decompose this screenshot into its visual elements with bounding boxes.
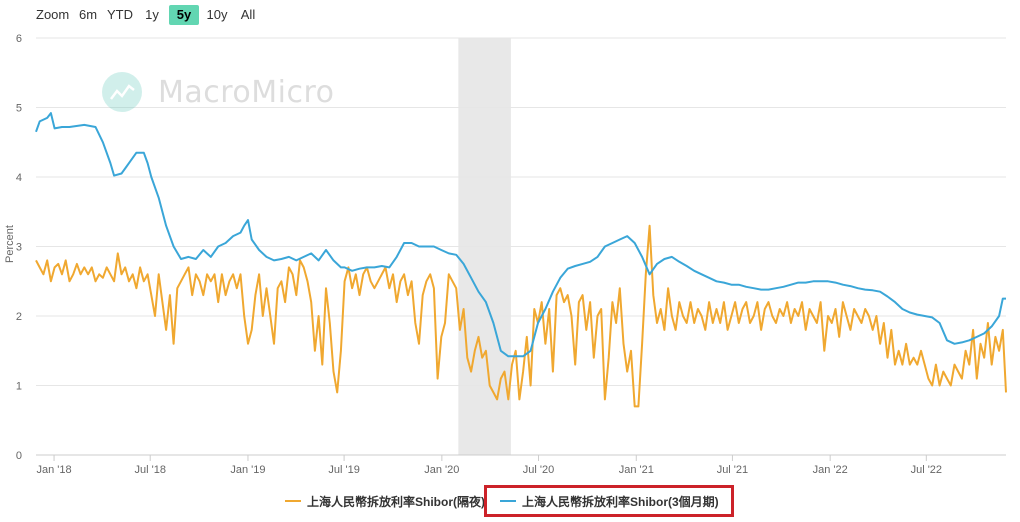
legend-highlight-box	[484, 485, 734, 517]
x-tick-label-4: Jan '20	[424, 464, 459, 476]
legend-item-overnight[interactable]: 上海人民幣拆放利率Shibor(隔夜)	[285, 491, 485, 511]
legend-item-3month[interactable]: 上海人民幣拆放利率Shibor(3個月期)	[500, 491, 719, 511]
x-tick-label-7: Jul '21	[717, 464, 748, 476]
zoom-ytd-button[interactable]: YTD	[107, 7, 133, 22]
legend-label-3month: 上海人民幣拆放利率Shibor(3個月期)	[522, 494, 719, 509]
series-line-3month	[35, 112, 1006, 358]
legend-swatch-3month	[500, 500, 516, 502]
x-tick-label-0: Jan '18	[36, 464, 71, 476]
zoom-label: Zoom	[36, 7, 70, 22]
watermark: MacroMicro	[102, 70, 335, 114]
y-tick-label-2: 2	[16, 311, 22, 323]
x-tick-label-3: Jul '19	[328, 464, 359, 476]
watermark-text: MacroMicro	[158, 74, 335, 110]
macromicro-logo-icon	[102, 72, 142, 112]
y-tick-label-6: 6	[16, 33, 22, 45]
y-tick-label-1: 1	[16, 381, 22, 393]
y-tick-label-0: 0	[16, 450, 22, 462]
y-tick-label-3: 3	[16, 242, 22, 254]
zoom-5y-button[interactable]: 5y	[169, 5, 199, 25]
x-tick-label-8: Jan '22	[813, 464, 848, 476]
y-tick-label-4: 4	[16, 172, 22, 184]
x-tick-label-5: Jul '20	[523, 464, 554, 476]
zoom-1y-button[interactable]: 1y	[145, 7, 159, 22]
zoom-10y-button[interactable]: 10y	[206, 7, 228, 22]
x-tick-label-2: Jan '19	[230, 464, 265, 476]
y-axis-title: Percent	[4, 225, 16, 263]
series-line-overnight	[35, 224, 1007, 408]
zoom-all-button[interactable]: All	[240, 7, 256, 22]
y-tick-label-5: 5	[16, 103, 22, 115]
x-tick-label-1: Jul '18	[134, 464, 165, 476]
zoom-6m-button[interactable]: 6m	[78, 7, 98, 22]
legend-label-overnight: 上海人民幣拆放利率Shibor(隔夜)	[307, 494, 485, 509]
x-tick-label-6: Jan '21	[619, 464, 654, 476]
legend-swatch-overnight	[285, 500, 301, 502]
x-tick-label-9: Jul '22	[911, 464, 942, 476]
